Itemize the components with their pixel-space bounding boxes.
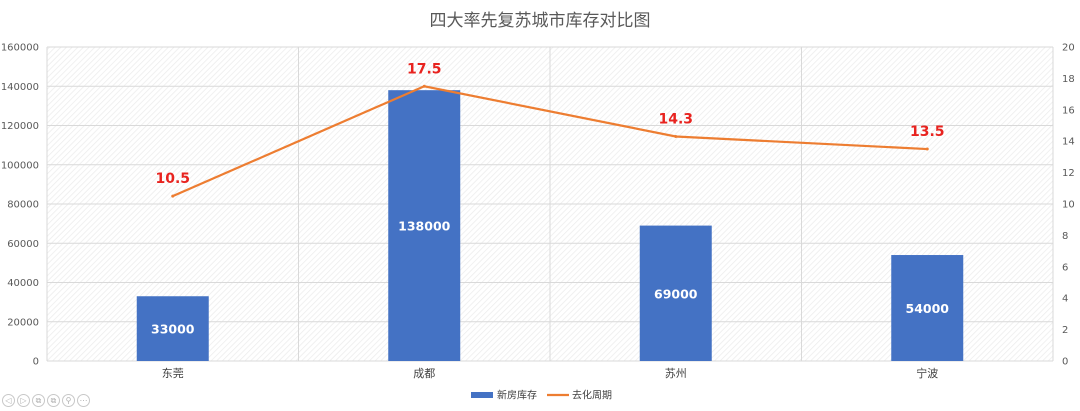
- line-point: [422, 84, 426, 88]
- x-category-label: 苏州: [665, 367, 687, 380]
- legend-label-bar: 新房库存: [497, 389, 537, 402]
- y-left-tick-label: 120000: [1, 121, 39, 132]
- y-right-tick-label: 16: [1062, 105, 1075, 116]
- play-icon[interactable]: ▷: [17, 394, 30, 407]
- y-left-tick-label: 80000: [7, 200, 39, 211]
- y-right-tick-label: 14: [1062, 137, 1075, 148]
- y-right-tick-label: 12: [1062, 168, 1075, 179]
- x-category-label: 东莞: [162, 367, 184, 380]
- bar: [639, 225, 712, 361]
- bars: 33000 138000 69000 54000: [136, 90, 964, 362]
- bar: [891, 255, 964, 361]
- bar-data-label: 138000: [398, 219, 450, 234]
- bar-data-label: 33000: [151, 322, 195, 337]
- y-right-tick-label: 2: [1062, 325, 1068, 336]
- x-category-label: 成都: [413, 367, 435, 380]
- prev-icon[interactable]: ◁: [2, 394, 15, 407]
- y-right-tick-label: 18: [1062, 74, 1075, 85]
- y-right-tick-label: 0: [1062, 357, 1068, 368]
- legend: 新房库存 去化周期: [471, 389, 612, 402]
- line-data-label: 17.5: [407, 61, 442, 77]
- bar: [136, 296, 209, 361]
- y-left-tick-label: 20000: [7, 317, 39, 328]
- y-left-tick-label: 160000: [1, 43, 39, 54]
- line-data-label: 13.5: [910, 124, 945, 140]
- legend-swatch-bar: [471, 392, 493, 398]
- line-point: [171, 194, 175, 198]
- copy-icon[interactable]: ⧉: [32, 394, 45, 407]
- y-right-tick-label: 8: [1062, 231, 1068, 242]
- axes: 0 20000 40000 60000 80000 100000 120000 140000 1…: [1, 43, 1075, 381]
- y-left-tick-label: 0: [33, 357, 39, 368]
- bar-data-label: 69000: [654, 286, 698, 301]
- y-left-tick-label: 140000: [1, 82, 39, 93]
- x-category-label: 宁波: [916, 366, 938, 380]
- copy2-icon[interactable]: ⧉: [47, 394, 60, 407]
- line-data-label: 10.5: [155, 171, 190, 187]
- line-point: [674, 134, 678, 138]
- chart-title: 四大率先复苏城市库存对比图: [430, 11, 651, 31]
- line-series: 10.5 17.5 14.3 13.5: [155, 61, 945, 198]
- zoom-icon[interactable]: ⚲: [62, 394, 75, 407]
- line-data-label: 14.3: [658, 111, 693, 127]
- line-point: [925, 147, 929, 151]
- line-path: [172, 85, 928, 198]
- y-right-tick-label: 6: [1062, 262, 1068, 273]
- y-left-tick-label: 100000: [1, 160, 39, 171]
- y-right-tick-label: 10: [1062, 200, 1075, 211]
- grid: [46, 46, 1054, 362]
- y-left-tick-label: 60000: [7, 239, 39, 250]
- y-right-tick-label: 4: [1062, 294, 1068, 305]
- legend-label-line: 去化周期: [572, 389, 612, 402]
- bar-data-label: 54000: [906, 301, 950, 316]
- y-left-tick-label: 40000: [7, 278, 39, 289]
- y-right-tick-label: 20: [1062, 43, 1075, 54]
- more-icon[interactable]: ⋯: [77, 394, 90, 407]
- bar: [388, 90, 461, 362]
- toolbar: ◁ ▷ ⧉ ⧉ ⚲ ⋯: [2, 394, 90, 407]
